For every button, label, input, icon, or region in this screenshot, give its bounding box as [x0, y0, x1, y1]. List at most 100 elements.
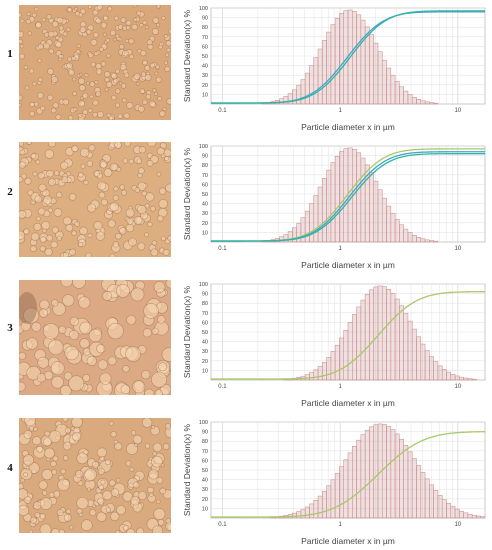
droplet — [140, 71, 147, 77]
histogram-bar — [416, 465, 422, 519]
histogram-bar — [420, 343, 426, 381]
droplet — [32, 436, 42, 446]
droplet — [85, 252, 92, 257]
droplet — [39, 497, 53, 510]
droplet — [89, 81, 96, 88]
droplet — [88, 144, 96, 152]
droplet — [104, 87, 109, 92]
histogram-bar — [411, 96, 417, 105]
droplet — [122, 525, 130, 532]
histogram-bar — [339, 13, 344, 105]
droplet — [105, 507, 112, 513]
droplet — [141, 190, 148, 197]
histogram-bar — [373, 424, 379, 519]
droplet — [163, 148, 171, 157]
droplet — [42, 42, 50, 50]
droplet — [125, 460, 132, 467]
droplet — [19, 381, 26, 392]
droplet — [103, 168, 113, 177]
histogram-bar — [347, 322, 353, 381]
droplet — [126, 314, 137, 325]
histogram-bar — [326, 169, 332, 243]
droplet — [154, 389, 163, 395]
droplet — [73, 7, 78, 11]
droplet — [147, 221, 153, 228]
x-tick-label: 10 — [455, 384, 462, 390]
droplet — [79, 147, 90, 158]
histogram-bar — [403, 445, 409, 519]
histogram-bar — [347, 452, 353, 519]
droplet — [122, 491, 133, 502]
droplet — [25, 337, 39, 350]
droplet — [155, 64, 160, 69]
droplet — [95, 68, 103, 75]
droplet — [144, 232, 149, 238]
histogram-bar — [454, 375, 460, 381]
histogram-bar — [330, 162, 336, 243]
droplet — [104, 458, 111, 465]
droplet — [134, 443, 138, 447]
droplet — [141, 370, 151, 380]
droplet — [154, 71, 159, 76]
droplet — [82, 109, 89, 116]
droplet — [152, 88, 157, 93]
y-tick-label: 100 — [199, 6, 208, 12]
droplet — [151, 27, 159, 35]
droplet — [97, 359, 108, 370]
droplet — [161, 347, 171, 362]
droplet — [46, 14, 52, 20]
histogram-bar — [326, 485, 332, 519]
droplet — [26, 11, 31, 16]
panel-number: 1 — [7, 48, 13, 60]
histogram-bar — [381, 286, 387, 381]
size-distribution-chart: 10 20 30 40 50 60 70 80 90 100 0.1 1 10 Particle diam… — [180, 141, 487, 273]
histogram-bar — [407, 94, 413, 105]
droplet — [40, 105, 46, 111]
droplet — [80, 163, 86, 169]
droplet — [19, 210, 27, 219]
y-tick-label: 80 — [202, 163, 208, 169]
droplet — [47, 207, 53, 213]
histogram-bar — [317, 495, 323, 519]
droplet — [135, 82, 140, 86]
histogram-bar — [313, 369, 319, 381]
droplet — [157, 315, 166, 324]
histogram-bar — [322, 362, 327, 381]
droplet — [92, 9, 99, 16]
droplet — [112, 194, 119, 201]
histogram-bar — [429, 102, 434, 105]
droplet — [125, 20, 132, 26]
droplet — [142, 99, 148, 105]
histogram-bar — [433, 240, 439, 243]
droplet — [140, 50, 147, 57]
droplet — [123, 72, 130, 78]
droplet — [100, 479, 106, 485]
histogram-bar — [309, 203, 315, 243]
droplet — [37, 356, 50, 369]
droplet — [148, 492, 154, 497]
histogram-bar — [313, 57, 319, 105]
droplet — [48, 491, 55, 498]
droplet — [87, 487, 92, 492]
droplet — [79, 226, 88, 236]
droplet — [156, 215, 164, 222]
histogram-bar — [356, 306, 362, 381]
droplet — [95, 90, 102, 97]
droplet — [67, 7, 73, 13]
droplet — [19, 53, 26, 60]
droplet — [137, 204, 147, 215]
histogram-bar — [420, 100, 426, 105]
droplet — [72, 280, 86, 289]
histogram-bar — [407, 451, 413, 519]
histogram-bar — [369, 426, 374, 519]
histogram-bar — [437, 365, 443, 381]
droplet — [73, 107, 78, 112]
histogram-bar — [446, 371, 452, 381]
droplet — [159, 110, 166, 117]
droplet — [120, 17, 127, 23]
histogram-bar — [352, 314, 357, 381]
droplet — [96, 111, 104, 118]
cumulative-curve — [211, 431, 486, 518]
histogram-bar — [313, 500, 319, 519]
droplet — [117, 113, 123, 119]
